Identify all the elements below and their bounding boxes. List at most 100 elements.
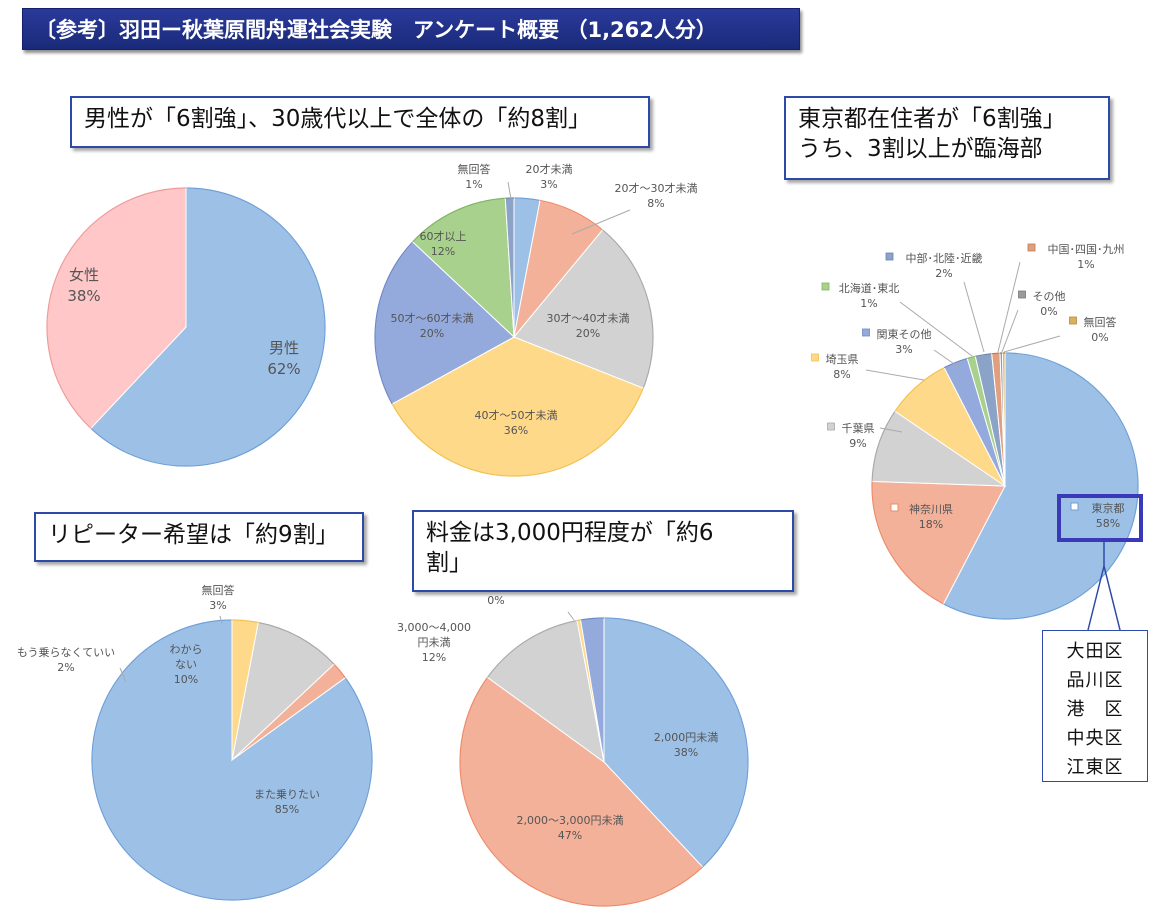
slice-label: 千葉県 bbox=[842, 421, 875, 435]
legend-swatch bbox=[821, 282, 830, 291]
slice-percent: 0% bbox=[487, 594, 504, 607]
leader-line bbox=[879, 427, 903, 433]
ward-connector bbox=[1087, 565, 1105, 631]
pie-slice-edge bbox=[991, 352, 1001, 355]
legend-swatch bbox=[1070, 502, 1079, 511]
slice-percent: 2% bbox=[57, 661, 74, 674]
slice-percent: 0% bbox=[1091, 331, 1108, 344]
slice-percent: 3% bbox=[895, 343, 912, 356]
pie-slice-edge bbox=[576, 619, 581, 622]
pie-chart-fee: 2,000円未満 38% 2,000～3,000円未満 47% 3,000～4,000 円… bbox=[397, 594, 749, 907]
slice-label: 埼玉県 bbox=[826, 352, 859, 366]
slice-label: もう乗らなくていい bbox=[17, 646, 115, 659]
slice-label: また乗りたい bbox=[254, 788, 320, 801]
tokyo-highlight-box bbox=[1057, 494, 1143, 542]
slice-label: その他 bbox=[1033, 290, 1066, 303]
pie-slice-edge bbox=[46, 187, 187, 429]
slice-label: 円未満 bbox=[418, 636, 451, 649]
slice-label: 男性 bbox=[269, 339, 299, 357]
coastal-wards-box: 大田区 品川区 港 区 中央区 江東区 bbox=[1042, 630, 1148, 782]
legend-swatch bbox=[885, 252, 894, 261]
pie-slice-edge bbox=[231, 619, 259, 624]
pie-chart-residence: 東京都 58% 神奈川県 18% 千葉県 9% 埼玉県 8% 関東その他 3% 北海道･東北 1% 中部… bbox=[811, 243, 1139, 620]
slice-percent: 0% bbox=[1040, 305, 1057, 318]
slice-percent: 8% bbox=[647, 197, 664, 210]
leader-line bbox=[219, 615, 223, 625]
slice-percent: 3% bbox=[209, 599, 226, 612]
leader-line bbox=[567, 611, 575, 621]
slice-label: 関東その他 bbox=[877, 328, 932, 341]
ward-item: 江東区 bbox=[1066, 757, 1124, 778]
legend-swatch bbox=[1018, 290, 1026, 299]
slice-label: 無回答 bbox=[1084, 315, 1117, 329]
callout-gender-age: 男性が「6割強」、30歳代以上で全体の「約8割」 bbox=[70, 96, 650, 148]
callout-fee: 料金は3,000円程度が「約6 割」 bbox=[412, 510, 794, 592]
leader-line bbox=[1003, 335, 1061, 353]
ward-item: 中央区 bbox=[1066, 728, 1124, 749]
callout-repeat-text: リピーター希望は「約9割」 bbox=[48, 522, 339, 548]
slice-label: ない bbox=[175, 658, 197, 671]
slice-percent: 38% bbox=[67, 287, 100, 305]
pie-slice-edge bbox=[391, 387, 644, 477]
slice-label: 中部･北陸･近畿 bbox=[906, 251, 983, 265]
slice-percent: 3% bbox=[540, 178, 557, 191]
leader-line bbox=[507, 181, 512, 200]
page-title: 〔参考〕羽田ー秋葉原間舟運社会実験 アンケート概要 （1,262人分） bbox=[22, 8, 800, 50]
pie-slice-edge bbox=[894, 367, 945, 412]
slice-label: 東京都 bbox=[1092, 501, 1125, 515]
slice-percent: 18% bbox=[919, 518, 943, 531]
pie-slice-edge bbox=[412, 197, 506, 243]
slice-percent: 62% bbox=[267, 360, 300, 378]
leader-line bbox=[865, 369, 925, 381]
slice-label: 2,000～3,000円未満 bbox=[517, 814, 624, 827]
pie-slice-edge bbox=[459, 677, 703, 907]
slice-label: 50才～60才未満 bbox=[391, 311, 474, 325]
legend-swatch bbox=[811, 353, 819, 362]
pie-slice-edge bbox=[487, 619, 578, 678]
slice-percent: 12% bbox=[431, 245, 455, 258]
slice-percent: 2% bbox=[935, 267, 952, 280]
legend-swatch bbox=[862, 328, 870, 337]
legend-swatch bbox=[890, 503, 899, 512]
pie-slice-edge bbox=[258, 621, 335, 665]
leader-line bbox=[899, 301, 973, 357]
ward-item: 港 区 bbox=[1066, 699, 1124, 720]
slice-label: 20才～30才未満 bbox=[615, 181, 698, 195]
legend-swatch bbox=[827, 422, 835, 431]
pie-slice-edge bbox=[91, 619, 373, 901]
slice-percent: 20% bbox=[420, 327, 444, 340]
slice-label: 無回答 bbox=[202, 583, 235, 597]
slice-percent: 20% bbox=[576, 327, 600, 340]
pie-slice-edge bbox=[871, 481, 944, 605]
pie-slice-edge bbox=[90, 187, 326, 467]
slice-percent: 1% bbox=[465, 178, 482, 191]
slice-label: 60才以上 bbox=[420, 229, 467, 243]
callout-residence: 東京都在住者が「6割強」 うち、3割以上が臨海部 bbox=[784, 96, 1110, 180]
slice-percent: 10% bbox=[174, 673, 198, 686]
slice-percent: 36% bbox=[504, 424, 528, 437]
callout-fee-line2: 割」 bbox=[426, 550, 472, 576]
slice-percent: 58% bbox=[1096, 517, 1120, 530]
slice-label: わから bbox=[170, 643, 203, 656]
slice-percent: 47% bbox=[558, 829, 582, 842]
ward-item: 品川区 bbox=[1066, 670, 1124, 691]
pie-slice-edge bbox=[602, 229, 654, 389]
leader-line bbox=[933, 349, 961, 369]
legend-swatch bbox=[1069, 316, 1077, 325]
slice-label: 北海道･東北 bbox=[839, 281, 900, 295]
pie-slice-edge bbox=[374, 241, 414, 405]
callout-residence-line2: うち、3割以上が臨海部 bbox=[798, 136, 1043, 162]
callout-repeat: リピーター希望は「約9割」 bbox=[34, 512, 364, 562]
slice-label: 女性 bbox=[69, 266, 99, 284]
callout-gender-text: 男性が「6割強」、30歳代以上で全体の「約8割」 bbox=[84, 106, 592, 132]
leader-line bbox=[997, 261, 1021, 353]
pie-slice-edge bbox=[539, 199, 603, 231]
pie-slice-edge bbox=[580, 617, 605, 621]
slice-percent: 1% bbox=[860, 297, 877, 310]
callout-residence-line1: 東京都在住者が「6割強」 bbox=[798, 106, 1066, 132]
slice-label: 40才～50才未満 bbox=[475, 408, 558, 422]
slice-percent: 8% bbox=[833, 368, 850, 381]
slice-percent: 12% bbox=[422, 651, 446, 664]
